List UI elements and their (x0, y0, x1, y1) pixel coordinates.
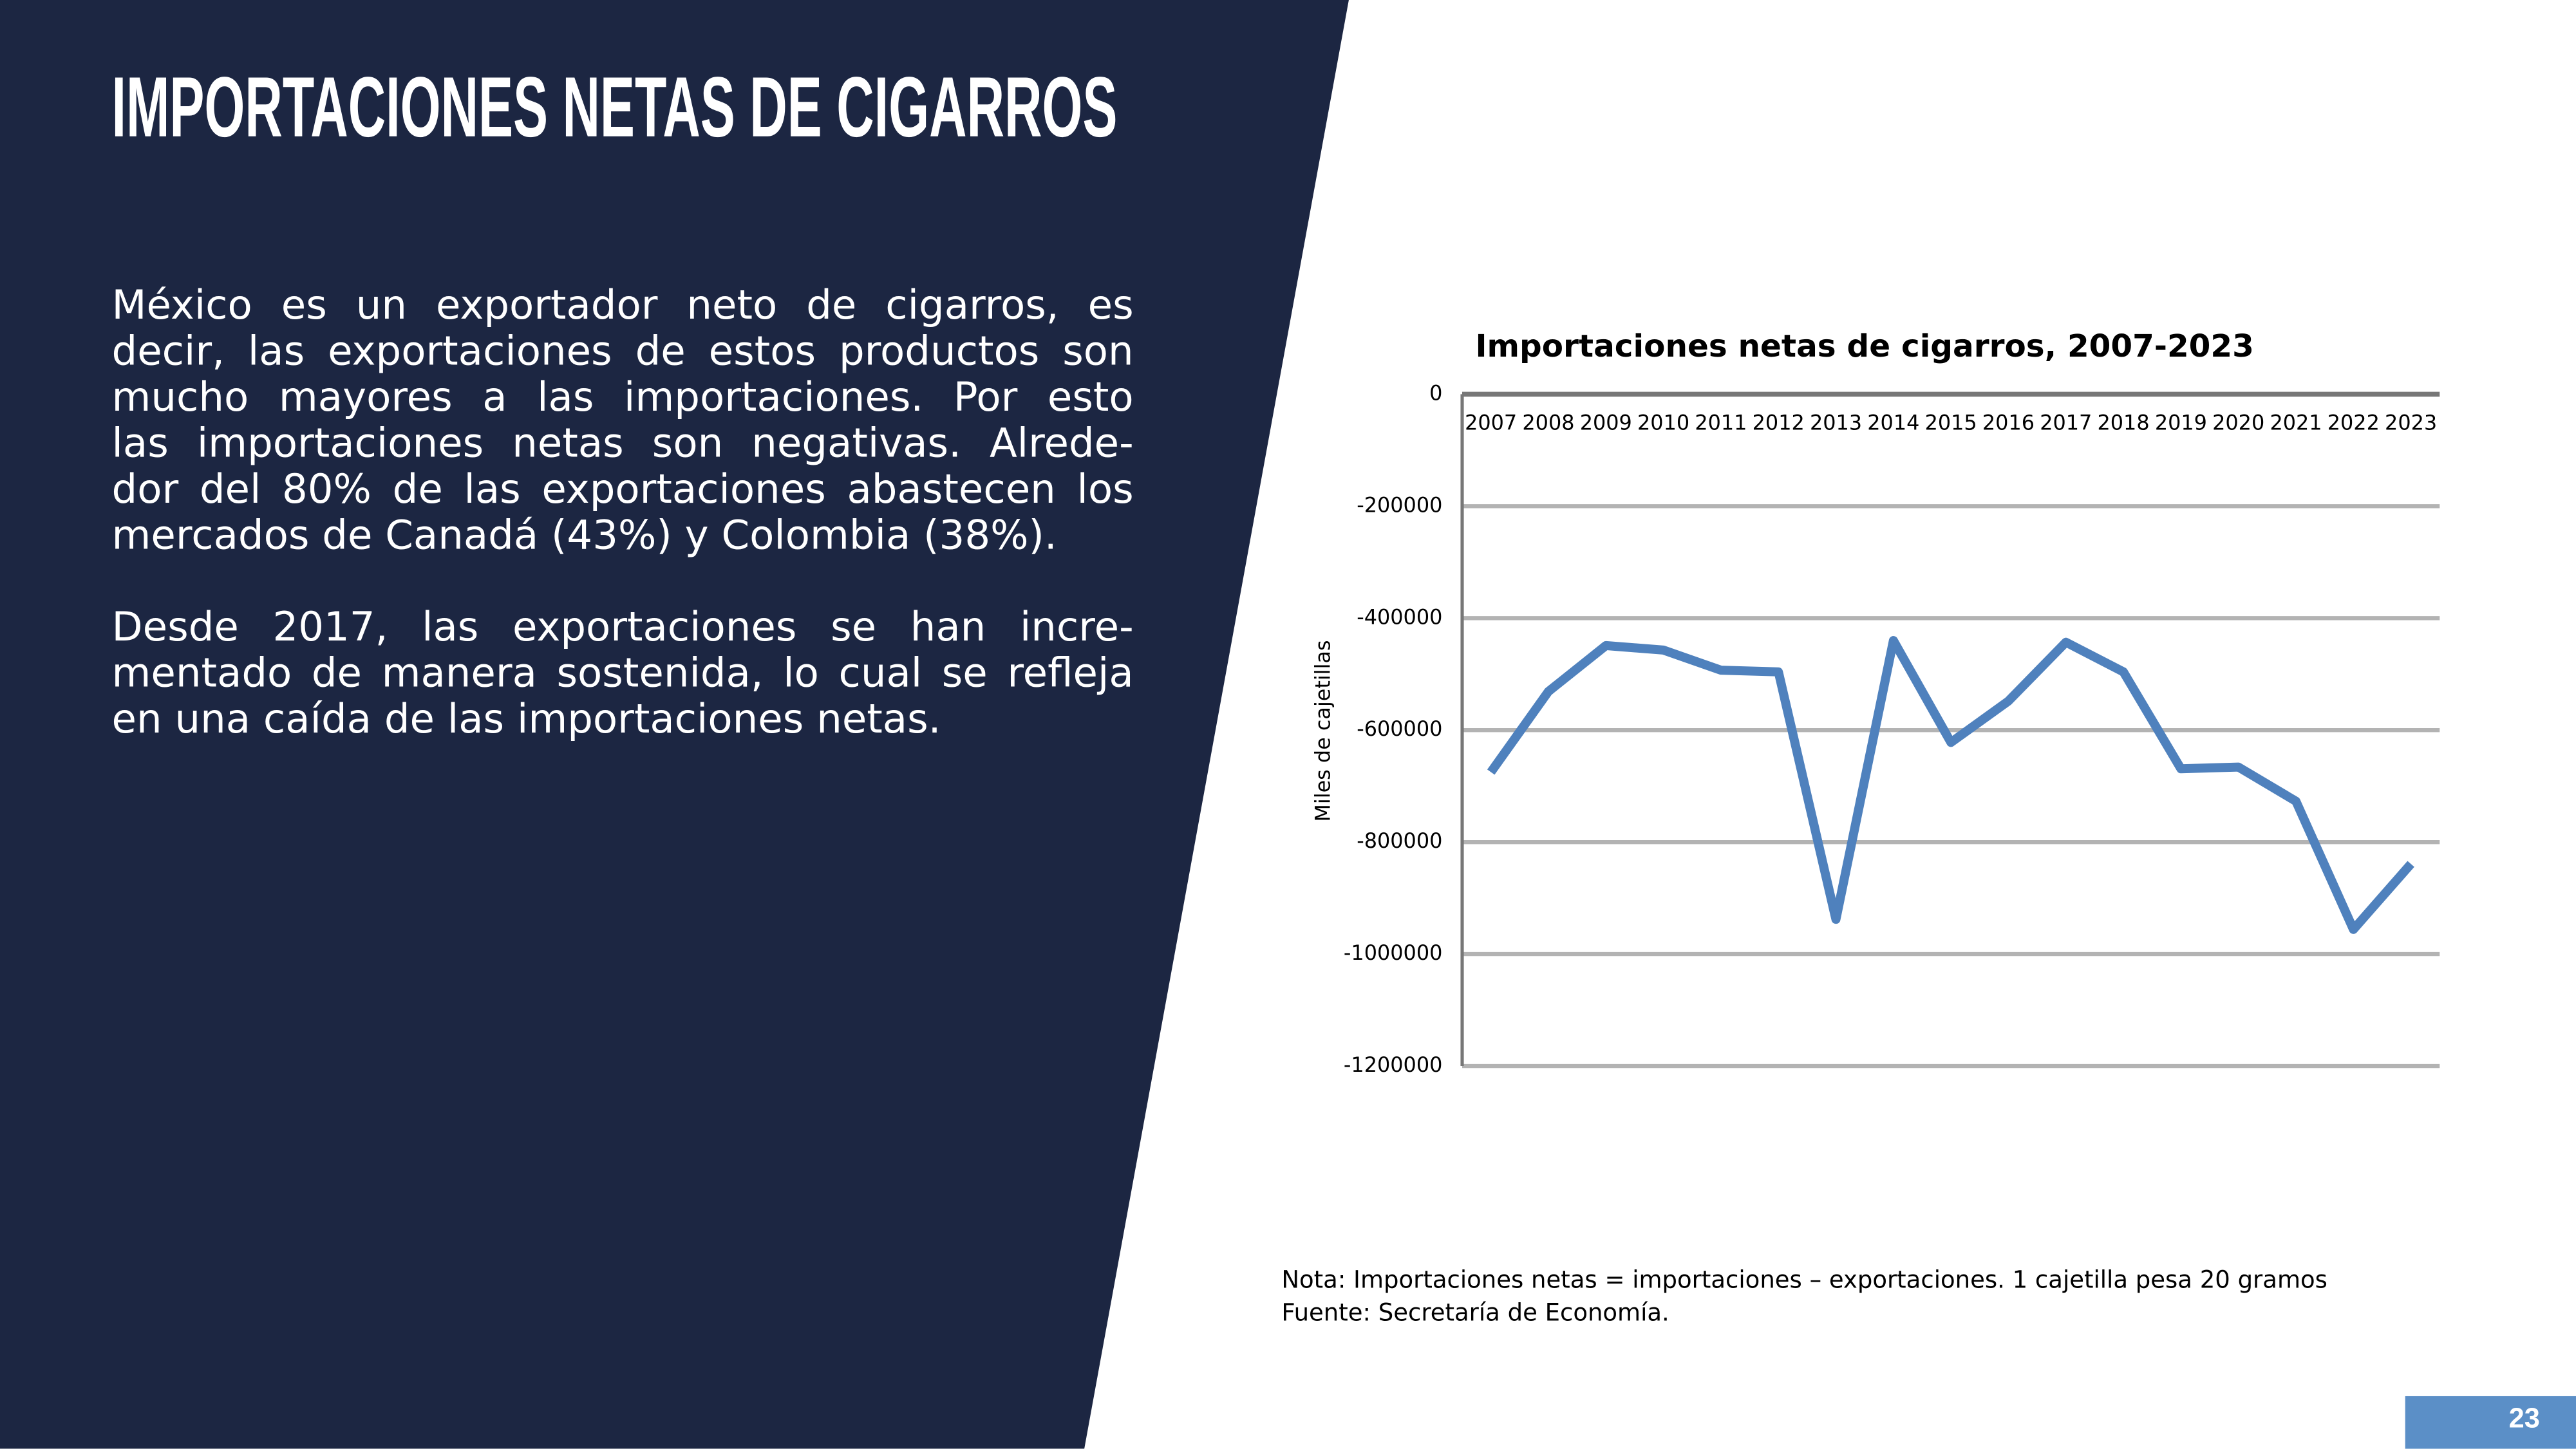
paragraph: México es un exportador neto de cigarros… (111, 281, 1134, 559)
y-tick-label: -400000 (1357, 604, 1442, 629)
text-line: las importaciones netas son negativas. A… (111, 418, 1134, 467)
text-line: México es un exportador neto de cigarros… (111, 281, 1134, 329)
y-tick-label: 0 (1429, 380, 1442, 405)
y-axis-label: Miles de cajetillas (1311, 640, 1335, 821)
x-tick-label: 2021 (2270, 410, 2322, 435)
note: Nota: Importaciones netas = importacione… (1281, 1267, 2327, 1295)
x-tick-label: 2011 (1695, 410, 1747, 435)
x-tick-label: 2013 (1810, 410, 1862, 435)
text-line: Desde 2017, las exportaciones se han inc… (111, 603, 1134, 651)
y-tick-label: -200000 (1357, 492, 1442, 517)
text-line: en una caída de las importaciones netas. (111, 695, 941, 743)
x-tick-label: 2019 (2155, 410, 2207, 435)
x-tick-label: 2022 (2327, 410, 2380, 435)
x-tick-label: 2014 (1867, 410, 1919, 435)
data-line (1487, 636, 2414, 934)
text-line: mentado de manera sostenida, lo cual se … (111, 648, 1134, 696)
x-tick-label: 2016 (1982, 410, 2035, 435)
text-line: decir, las exportaciones de estos produc… (111, 326, 1134, 375)
chart-title: Importaciones netas de cigarros, 2007-20… (1475, 328, 2253, 364)
page-number: 23 (2405, 1396, 2576, 1449)
slide-title: IMPORTACIONES NETAS DE CIGARROS (111, 61, 1118, 156)
x-tick-label: 2012 (1753, 410, 1805, 435)
x-tick-label: 2023 (2385, 410, 2437, 435)
text-line: mercados de Canadá (43%) y Colombia (38%… (111, 510, 1057, 559)
x-tick-label: 2009 (1580, 410, 1632, 435)
y-tick-label: -1200000 (1344, 1052, 1442, 1077)
text-line: mucho mayores a las importaciones. Por e… (111, 373, 1134, 421)
y-tick-label: -600000 (1357, 716, 1442, 741)
dark-panel (0, 0, 1349, 1449)
x-tick-label: 2018 (2098, 410, 2150, 435)
y-tick-label: -800000 (1357, 828, 1442, 853)
text-line: dor del 80% de las exportaciones abastec… (111, 465, 1134, 513)
x-tick-label: 2020 (2212, 410, 2264, 435)
y-tick-label: -1000000 (1344, 940, 1442, 965)
source: Fuente: Secretaría de Economía. (1281, 1300, 1669, 1327)
x-tick-label: 2015 (1925, 410, 1977, 435)
x-tick-label: 2017 (2040, 410, 2092, 435)
x-tick-label: 2010 (1637, 410, 1689, 435)
x-tick-label: 2007 (1465, 410, 1517, 435)
paragraph: Desde 2017, las exportaciones se han inc… (112, 604, 1134, 742)
x-tick-label: 2008 (1522, 410, 1574, 435)
